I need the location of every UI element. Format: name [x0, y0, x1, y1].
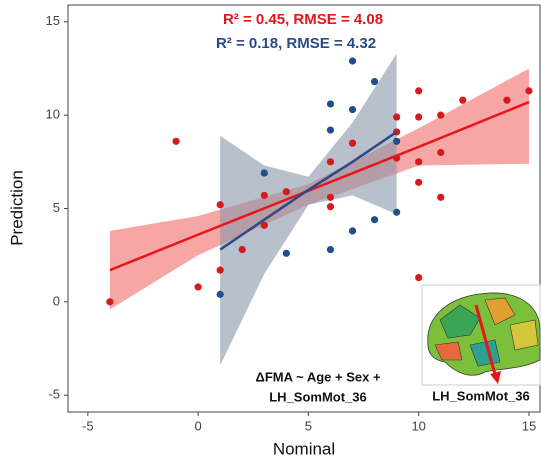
point — [260, 191, 268, 200]
point — [437, 193, 445, 201]
model-formula: ΔFMA ~ Age + Sex + — [255, 369, 380, 384]
point — [326, 100, 335, 108]
y-tick-label: 5 — [53, 200, 60, 215]
annotation: R² = 0.45, RMSE = 4.08 — [223, 11, 383, 28]
region — [439, 304, 481, 339]
x-tick-label: -5 — [82, 418, 94, 433]
point — [238, 245, 246, 254]
x-tick-label: 15 — [522, 418, 536, 433]
point — [172, 137, 180, 145]
point — [370, 216, 379, 224]
annotation: R² = 0.18, RMSE = 4.32 — [216, 35, 376, 52]
point — [326, 203, 335, 211]
region — [484, 297, 516, 326]
region — [434, 341, 463, 361]
point — [282, 188, 290, 196]
point — [415, 87, 423, 95]
y-tick-label: 10 — [46, 107, 60, 122]
x-tick-label: 5 — [305, 418, 312, 433]
x-tick-label: 0 — [195, 418, 202, 433]
point — [348, 227, 357, 235]
point — [370, 77, 379, 86]
point — [437, 111, 445, 119]
point — [415, 178, 423, 186]
point — [393, 137, 401, 145]
point — [260, 221, 268, 229]
model-formula: LH_SomMot_36 — [269, 389, 367, 404]
point — [282, 249, 290, 257]
brain-inset — [421, 284, 541, 386]
region — [509, 319, 539, 351]
fit-line — [219, 130, 398, 251]
arrowhead — [490, 371, 501, 384]
point — [415, 113, 423, 121]
point — [194, 283, 202, 291]
point — [326, 126, 335, 134]
y-tick-label: 0 — [53, 293, 60, 308]
y-tick-label: -5 — [48, 387, 60, 402]
y-tick-label: 15 — [46, 13, 60, 28]
point — [216, 290, 224, 298]
point — [260, 169, 268, 177]
point — [415, 273, 423, 282]
point — [525, 87, 533, 95]
point — [459, 96, 467, 104]
inset-label: LH_SomMot_36 — [432, 388, 530, 403]
point — [348, 139, 357, 147]
point — [216, 266, 224, 274]
point — [216, 201, 224, 209]
point — [106, 298, 114, 306]
point — [437, 148, 445, 157]
plot-area: -5 0 5 10 15 -5 0 5 10 15 — [46, 4, 541, 433]
point — [326, 193, 335, 201]
point — [415, 158, 423, 166]
point — [326, 158, 335, 166]
arrow — [474, 304, 498, 379]
point — [348, 57, 357, 65]
confidence-band — [220, 53, 397, 366]
x-tick-label: 10 — [411, 418, 425, 433]
point — [393, 208, 401, 216]
x-axis-title: Nominal — [273, 439, 335, 458]
point — [503, 96, 511, 104]
fit-line — [109, 100, 530, 272]
y-axis-title: Prediction — [7, 170, 26, 246]
point — [348, 105, 357, 114]
point — [393, 113, 401, 121]
point — [326, 245, 335, 254]
